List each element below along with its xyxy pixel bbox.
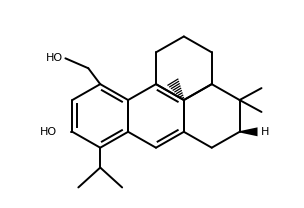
Polygon shape — [240, 127, 257, 136]
Text: HO: HO — [46, 53, 64, 63]
Text: H: H — [261, 127, 269, 137]
Text: HO: HO — [40, 127, 57, 137]
